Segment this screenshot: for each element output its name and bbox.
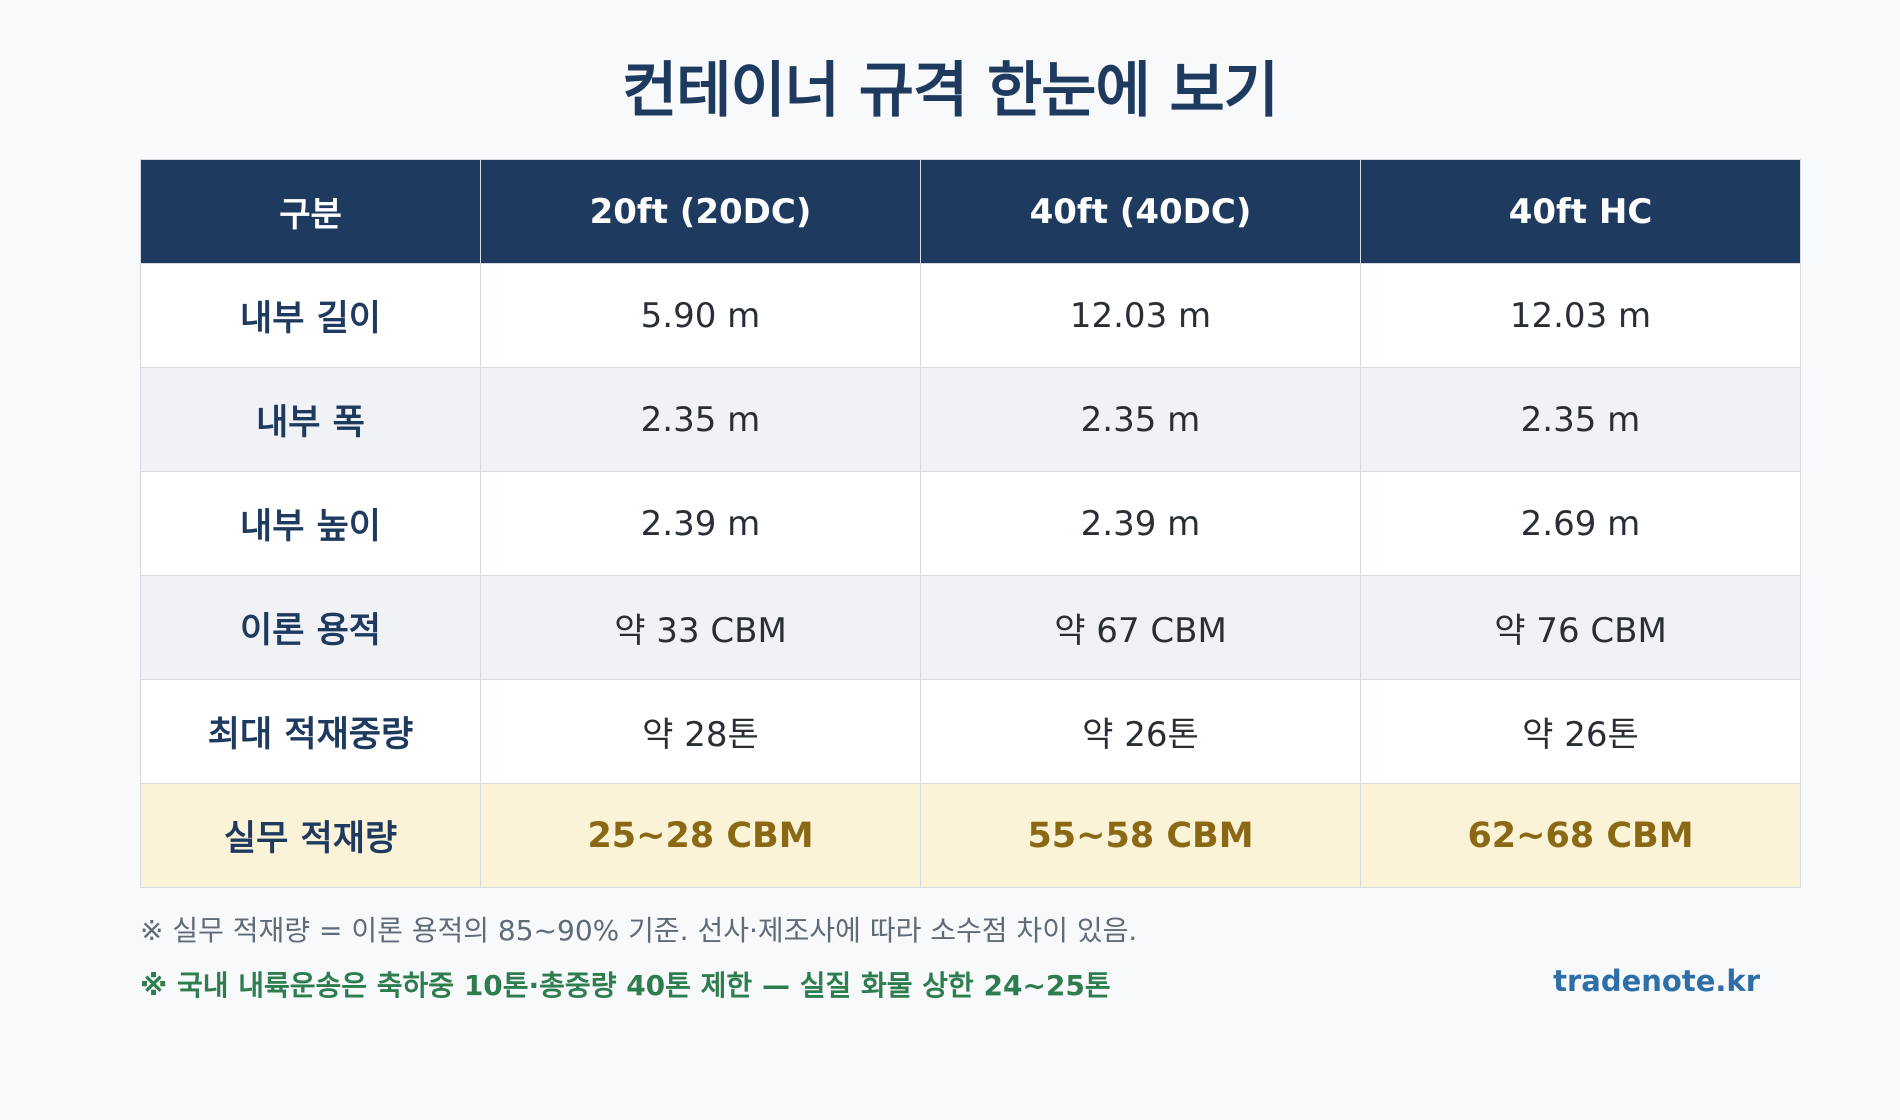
- table-header: 구분 20ft (20DC) 40ft (40DC) 40ft HC: [140, 159, 1801, 264]
- cell-40ft: 약 26톤: [920, 679, 1361, 784]
- cell-20ft: 25~28 CBM: [480, 783, 921, 888]
- row-practical-capacity: 실무 적재량 25~28 CBM 55~58 CBM 62~68 CBM: [140, 783, 1801, 888]
- header-category: 구분: [140, 159, 481, 264]
- cell-20ft: 2.39 m: [480, 471, 921, 576]
- cell-40ft: 2.35 m: [920, 367, 1361, 472]
- header-20ft: 20ft (20DC): [480, 159, 921, 264]
- row-internal-width: 내부 폭 2.35 m 2.35 m 2.35 m: [140, 367, 1801, 472]
- cell-40ft-hc: 약 76 CBM: [1360, 575, 1801, 680]
- cell-20ft: 약 33 CBM: [480, 575, 921, 680]
- cell-20ft: 약 28톤: [480, 679, 921, 784]
- cell-20ft: 2.35 m: [480, 367, 921, 472]
- row-label: 내부 폭: [140, 367, 481, 472]
- cell-40ft-hc: 2.69 m: [1360, 471, 1801, 576]
- footnote-inland-transport: ※ 국내 내륙운송은 축하중 10톤·총중량 40톤 제한 — 실질 화물 상한…: [140, 969, 1111, 1002]
- row-max-payload: 최대 적재중량 약 28톤 약 26톤 약 26톤: [140, 679, 1801, 784]
- row-label: 내부 높이: [140, 471, 481, 576]
- cell-40ft: 약 67 CBM: [920, 575, 1361, 680]
- cell-40ft-hc: 62~68 CBM: [1360, 783, 1801, 888]
- cell-40ft-hc: 2.35 m: [1360, 367, 1801, 472]
- row-label: 내부 길이: [140, 263, 481, 368]
- row-label: 이론 용적: [140, 575, 481, 680]
- cell-40ft: 12.03 m: [920, 263, 1361, 368]
- cell-20ft: 5.90 m: [480, 263, 921, 368]
- header-40ft: 40ft (40DC): [920, 159, 1361, 264]
- cell-40ft-hc: 12.03 m: [1360, 263, 1801, 368]
- container-spec-table: 구분 20ft (20DC) 40ft (40DC) 40ft HC 내부 길이…: [140, 159, 1801, 888]
- table-body: 내부 길이 5.90 m 12.03 m 12.03 m 내부 폭 2.35 m…: [140, 263, 1801, 888]
- header-row: 구분 20ft (20DC) 40ft (40DC) 40ft HC: [140, 159, 1801, 264]
- row-theoretical-volume: 이론 용적 약 33 CBM 약 67 CBM 약 76 CBM: [140, 575, 1801, 680]
- row-internal-height: 내부 높이 2.39 m 2.39 m 2.69 m: [140, 471, 1801, 576]
- row-internal-length: 내부 길이 5.90 m 12.03 m 12.03 m: [140, 263, 1801, 368]
- cell-40ft: 2.39 m: [920, 471, 1361, 576]
- row-label: 실무 적재량: [140, 783, 481, 888]
- cell-40ft-hc: 약 26톤: [1360, 679, 1801, 784]
- page-title: 컨테이너 규격 한눈에 보기: [622, 56, 1279, 126]
- footnote-capacity: ※ 실무 적재량 = 이론 용적의 85~90% 기준. 선사·제조사에 따라 …: [140, 914, 1138, 947]
- cell-40ft: 55~58 CBM: [920, 783, 1361, 888]
- header-40ft-hc: 40ft HC: [1360, 159, 1801, 264]
- row-label: 최대 적재중량: [140, 679, 481, 784]
- brand-watermark: tradenote.kr: [1553, 964, 1760, 998]
